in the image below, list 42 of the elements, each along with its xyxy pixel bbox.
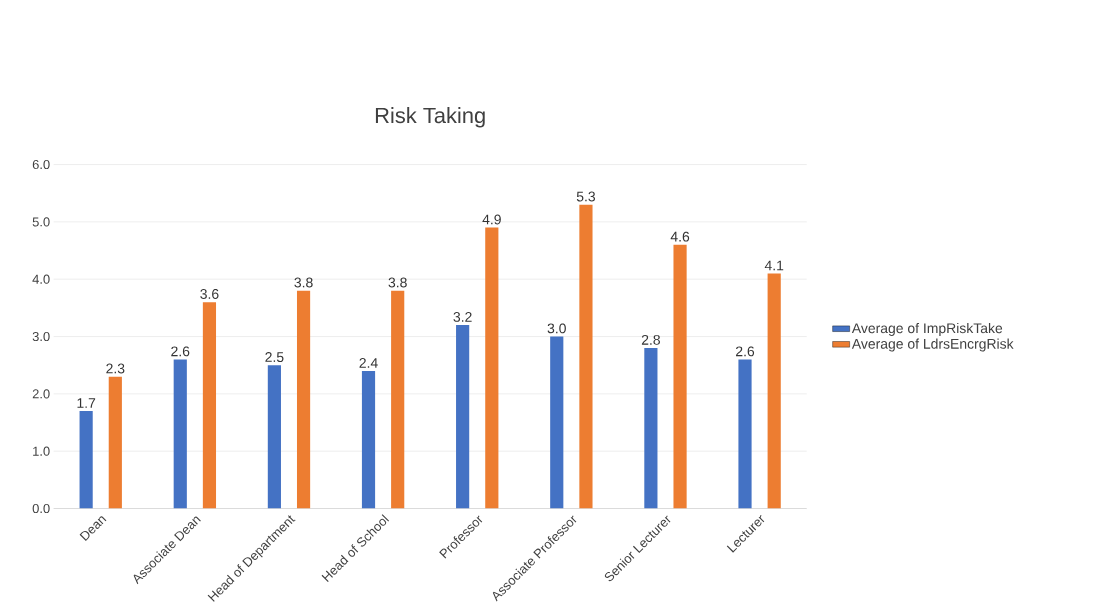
chart-title: Risk Taking: [375, 106, 485, 128]
bar: [767, 273, 781, 509]
bar: [296, 290, 311, 509]
bar: [361, 370, 376, 509]
bar: [485, 227, 499, 509]
legend-label: Average of ImpRiskTake: [851, 322, 1003, 336]
bar: [108, 376, 122, 509]
data-label: 2.6: [171, 346, 190, 357]
data-label: 1.7: [77, 398, 96, 408]
bar: [79, 410, 93, 509]
data-label: 3.8: [294, 277, 313, 288]
bar: [173, 359, 187, 509]
y-tick-label: 2.0: [32, 389, 50, 399]
bar: [550, 336, 564, 509]
y-tick-label: 5.0: [32, 217, 50, 227]
bar: [673, 244, 687, 509]
bar: [391, 290, 405, 509]
y-tick-label: 6.0: [32, 159, 50, 170]
data-label: 2.3: [106, 363, 125, 374]
data-label: 3.8: [388, 277, 407, 288]
data-label: 4.9: [482, 214, 501, 225]
data-label: 2.8: [641, 334, 660, 345]
bar: [456, 324, 470, 509]
y-tick-label: 3.0: [32, 331, 50, 342]
y-tick-label: 4.0: [32, 274, 50, 284]
bar: [644, 347, 658, 509]
data-label: 3.0: [547, 323, 566, 334]
data-label: 3.2: [453, 311, 472, 322]
data-label: 2.4: [359, 357, 378, 368]
bar: [579, 204, 593, 509]
bar: [738, 359, 752, 509]
y-tick-label: 0.0: [32, 503, 50, 514]
data-label: 5.3: [576, 191, 596, 202]
bar: [202, 302, 217, 509]
data-label: 3.6: [200, 288, 219, 299]
data-label: 4.1: [764, 260, 784, 271]
data-label: 4.6: [670, 231, 690, 242]
bar: [267, 365, 281, 509]
data-label: 2.6: [736, 346, 755, 357]
y-tick-label: 1.0: [33, 446, 50, 456]
legend-label: Average of LdrsEncrgRisk: [851, 338, 1014, 352]
data-label: 2.5: [265, 352, 284, 362]
